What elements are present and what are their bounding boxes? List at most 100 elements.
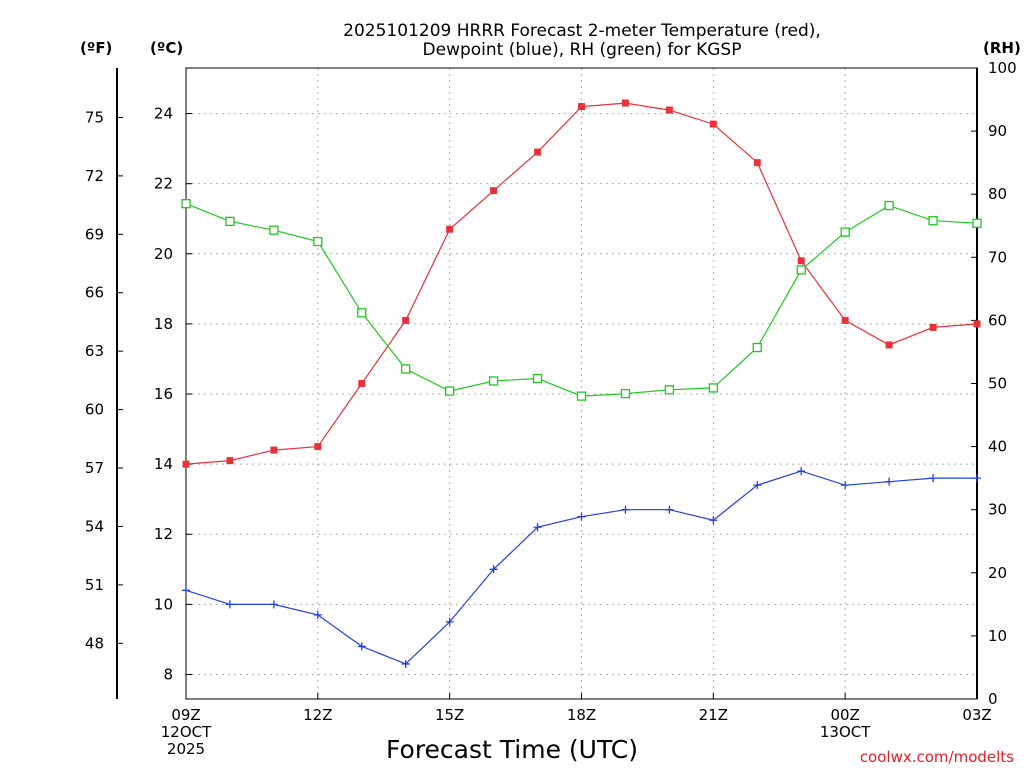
dewpoint-marker-18 xyxy=(973,474,981,483)
celsius-tick-label-20: 20 xyxy=(154,245,173,263)
fahrenheit-tick-label-54: 54 xyxy=(85,517,104,535)
rh-marker-9 xyxy=(576,391,587,401)
celsius-tick-label-10: 10 xyxy=(154,595,173,613)
rh-marker-5 xyxy=(401,364,411,374)
celsius-tick-label-22: 22 xyxy=(154,175,173,193)
credit-text: coolwx.com/modelts xyxy=(860,748,1014,766)
dewpoint-marker-12 xyxy=(709,516,718,525)
rh-marker-13 xyxy=(752,342,762,353)
dewpoint-marker-10 xyxy=(621,505,630,514)
temperature-line xyxy=(185,102,978,465)
rh-tick-label-80: 80 xyxy=(988,185,1007,203)
x-tick-label-15-0: 00Z xyxy=(830,706,859,724)
rh-tick-label-70: 70 xyxy=(988,248,1007,266)
rh-marker-18 xyxy=(972,218,982,228)
rh-tick-label-20: 20 xyxy=(988,564,1007,582)
dewpoint-marker-9 xyxy=(577,512,586,521)
dewpoint-marker-3 xyxy=(313,610,322,619)
fahrenheit-tick-label-57: 57 xyxy=(85,459,104,477)
fahrenheit-tick-label-51: 51 xyxy=(85,576,104,594)
fahrenheit-tick-label-48: 48 xyxy=(85,634,104,652)
rh-marker-17 xyxy=(928,216,938,226)
fahrenheit-tick-label-66: 66 xyxy=(85,284,104,302)
fahrenheit-tick-label-75: 75 xyxy=(85,108,104,126)
rh-tick-label-50: 50 xyxy=(988,375,1007,393)
celsius-tick-label-12: 12 xyxy=(154,525,173,543)
rh-tick-label-90: 90 xyxy=(988,122,1007,140)
rh-marker-6 xyxy=(445,386,455,396)
dewpoint-marker-8 xyxy=(533,523,542,532)
dewpoint-marker-14 xyxy=(797,467,806,476)
unit-label-rh: (RH) xyxy=(983,39,1021,57)
x-axis-title: Forecast Time (UTC) xyxy=(386,735,638,764)
dewpoint-marker-16 xyxy=(885,477,894,486)
temperature-marker-2 xyxy=(270,446,278,454)
celsius-tick-label-24: 24 xyxy=(154,105,173,123)
fahrenheit-tick-label-63: 63 xyxy=(85,342,104,360)
x-tick-label-12-0: 21Z xyxy=(699,706,728,724)
chart-title-line1: 2025101209 HRRR Forecast 2-meter Tempera… xyxy=(343,21,821,41)
x-tick-label-9-0: 18Z xyxy=(567,706,596,724)
celsius-tick-label-18: 18 xyxy=(154,315,173,333)
temperature-marker-8 xyxy=(534,148,542,156)
temperature-marker-15 xyxy=(841,316,849,324)
rh-tick-label-10: 10 xyxy=(988,627,1007,645)
rh-marker-7 xyxy=(488,376,499,386)
celsius-tick-label-16: 16 xyxy=(154,385,173,403)
temperature-marker-6 xyxy=(446,225,454,233)
plot-layer: 8 10 12 14 16 18 20 22 24 48 51 54 57 60 63 66 69 72 75 0 10… xyxy=(85,59,1017,758)
celsius-tick-label-8: 8 xyxy=(163,665,173,683)
x-tick-label-6-0: 15Z xyxy=(435,706,464,724)
temperature-marker-7 xyxy=(490,187,498,195)
celsius-tick-label-14: 14 xyxy=(154,455,173,473)
rh-marker-14 xyxy=(796,265,806,275)
unit-label-fahrenheit: (ºF) xyxy=(80,39,112,57)
dewpoint-marker-17 xyxy=(929,474,938,483)
dewpoint-marker-11 xyxy=(665,505,674,514)
rh-tick-label-40: 40 xyxy=(988,438,1007,456)
temperature-marker-13 xyxy=(753,159,761,167)
rh-marker-15 xyxy=(840,227,850,237)
temperature-marker-18 xyxy=(973,320,981,328)
dewpoint-marker-5 xyxy=(401,659,410,668)
rh-marker-4 xyxy=(357,308,367,318)
temperature-marker-1 xyxy=(226,457,234,465)
dewpoint-marker-13 xyxy=(753,481,762,490)
rh-marker-1 xyxy=(225,216,235,226)
rh-marker-11 xyxy=(664,385,675,395)
rh-marker-2 xyxy=(269,225,279,235)
temperature-marker-10 xyxy=(621,99,629,107)
chart-title-line2: Dewpoint (blue), RH (green) for KGSP xyxy=(423,40,742,60)
x-tick-label-18-0: 03Z xyxy=(962,706,991,724)
dewpoint-marker-4 xyxy=(357,642,366,651)
rh-tick-label-30: 30 xyxy=(988,501,1007,519)
rh-tick-label-0: 0 xyxy=(988,690,998,708)
dewpoint-marker-0 xyxy=(182,586,190,595)
dewpoint-marker-15 xyxy=(841,481,850,490)
rh-marker-10 xyxy=(620,388,631,399)
x-tick-label-0-1: 12OCT xyxy=(161,723,212,741)
temperature-marker-16 xyxy=(885,341,893,349)
rh-tick-label-60: 60 xyxy=(988,311,1007,329)
rh-line xyxy=(185,203,978,397)
dewpoint-marker-6 xyxy=(445,617,454,626)
dewpoint-marker-7 xyxy=(489,565,498,574)
unit-label-celsius: (ºC) xyxy=(150,39,183,57)
fahrenheit-tick-label-72: 72 xyxy=(85,167,104,185)
dewpoint-marker-1 xyxy=(225,600,234,609)
rh-marker-16 xyxy=(884,200,894,211)
temperature-marker-3 xyxy=(314,443,322,451)
fahrenheit-tick-label-69: 69 xyxy=(85,225,104,243)
temperature-marker-11 xyxy=(665,106,673,114)
x-tick-label-3-0: 12Z xyxy=(303,706,332,724)
x-tick-label-0-2: 2025 xyxy=(167,740,205,758)
temperature-marker-0 xyxy=(182,460,190,468)
rh-marker-8 xyxy=(532,373,543,384)
temperature-marker-5 xyxy=(402,316,410,324)
rh-marker-0 xyxy=(181,199,191,209)
rh-marker-3 xyxy=(313,236,323,247)
rh-tick-label-100: 100 xyxy=(988,59,1017,77)
x-tick-label-0-0: 09Z xyxy=(171,706,200,724)
